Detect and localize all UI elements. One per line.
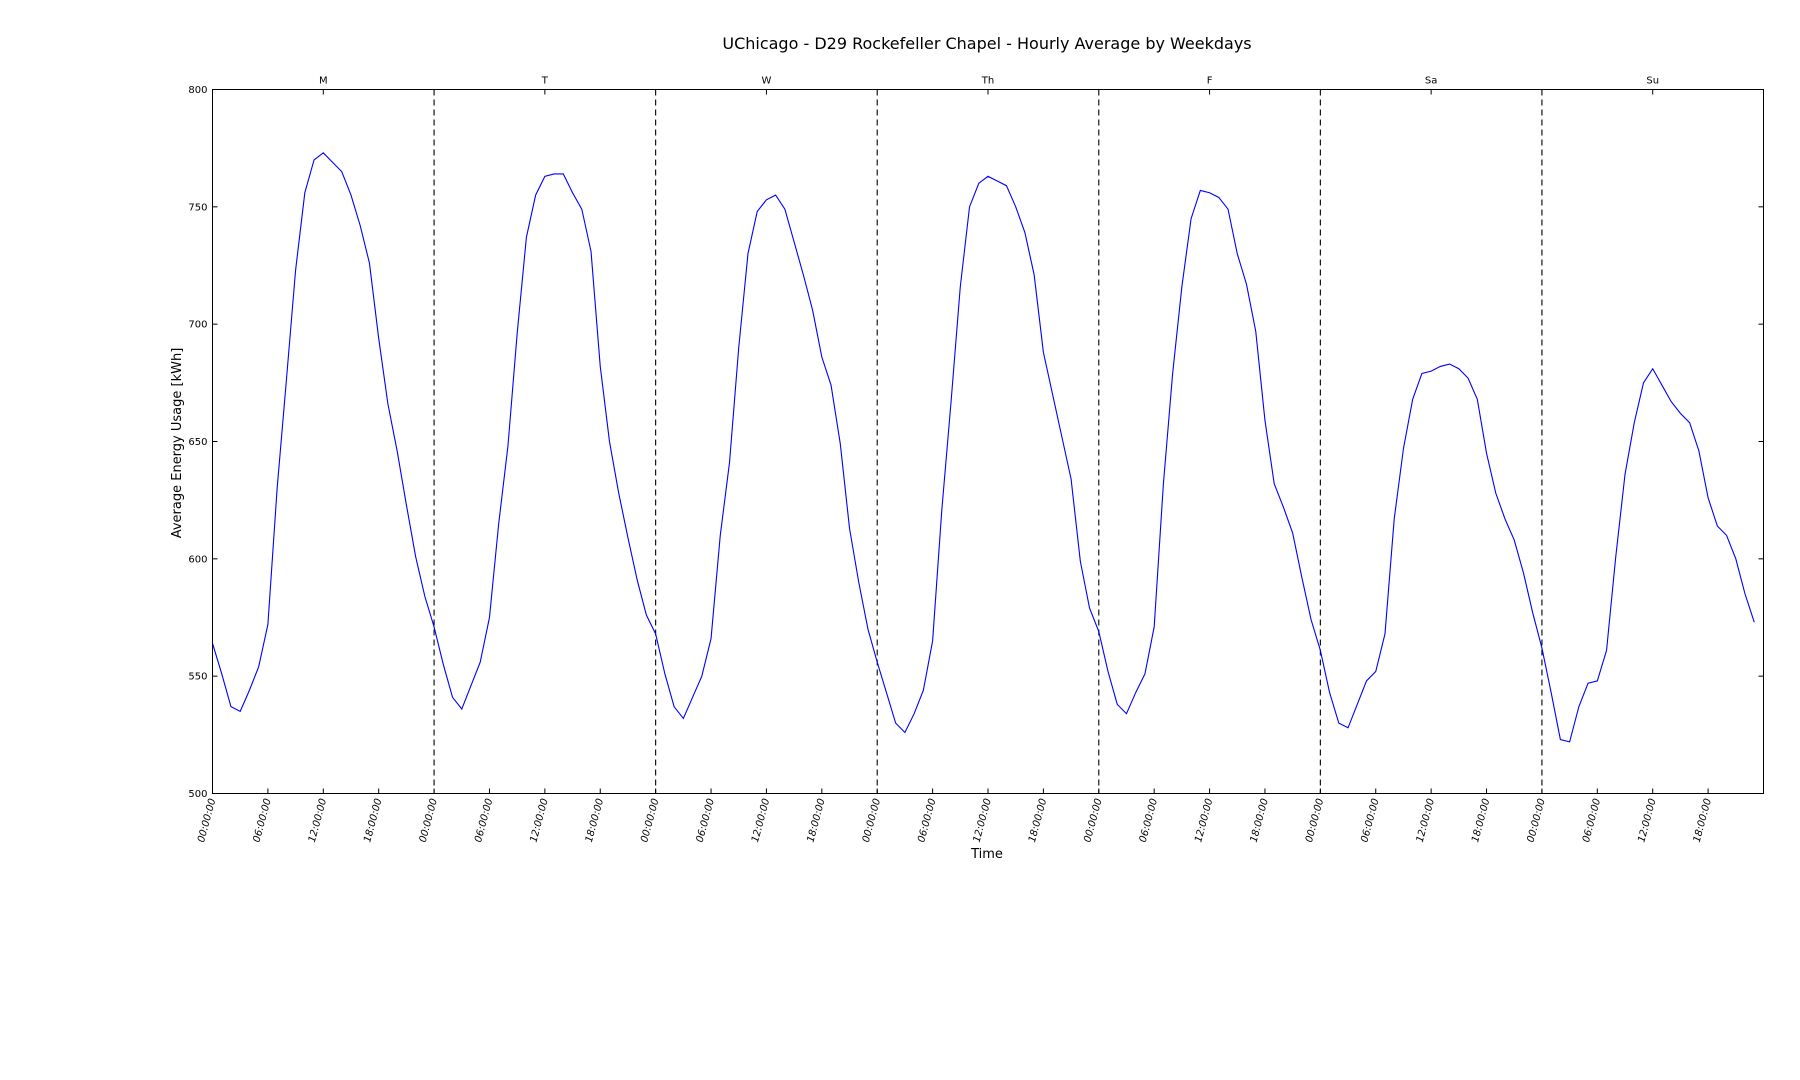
x-tick-label-26: 12:00:00 [1636, 797, 1658, 843]
x-tick-label-24: 00:00:00 [1526, 797, 1548, 843]
x-tick-label-23: 18:00:00 [1470, 797, 1492, 843]
x-tick-label-19: 18:00:00 [1249, 797, 1271, 843]
x-tick-label-11: 18:00:00 [805, 797, 827, 843]
y-tick-label-5: 750 [188, 202, 207, 213]
x-tick-label-5: 06:00:00 [473, 797, 495, 843]
plot-frame [212, 89, 1764, 794]
x-tick-label-2: 12:00:00 [307, 797, 329, 843]
x-tick-label-17: 06:00:00 [1138, 797, 1160, 843]
x-tick-label-21: 06:00:00 [1359, 797, 1381, 843]
x-tick-label-16: 00:00:00 [1082, 797, 1104, 843]
x-tick-label-27: 18:00:00 [1692, 797, 1714, 843]
y-tick-label-6: 800 [188, 85, 207, 96]
y-axis-label: Average Energy Usage [kWh] [170, 348, 185, 539]
day-label-5: Sa [1425, 76, 1437, 87]
day-label-6: Su [1646, 76, 1659, 87]
x-tick-label-12: 00:00:00 [861, 797, 883, 843]
x-tick-label-10: 12:00:00 [750, 797, 772, 843]
day-label-1: T [541, 76, 549, 87]
y-tick-label-2: 600 [188, 554, 207, 565]
x-tick-label-6: 12:00:00 [529, 797, 551, 843]
x-tick-label-8: 00:00:00 [639, 797, 661, 843]
x-axis-label: Time [970, 847, 1003, 862]
energy-usage-line [211, 152, 1755, 743]
plot-area: 500 550 600 650 700 750 800 M T W Th F Sa Su 00:00:00 0… [188, 76, 1764, 844]
x-tick-label-13: 06:00:00 [916, 797, 938, 843]
x-tick-label-25: 06:00:00 [1581, 797, 1603, 843]
x-tick-label-14: 12:00:00 [972, 797, 994, 843]
chart-title: UChicago - D29 Rockefeller Chapel - Hour… [722, 34, 1251, 53]
x-tick-label-3: 18:00:00 [362, 797, 384, 843]
x-tick-label-18: 12:00:00 [1193, 797, 1215, 843]
y-tick-label-1: 550 [188, 672, 207, 683]
y-tick-label-3: 650 [188, 437, 207, 448]
x-tick-label-20: 00:00:00 [1304, 797, 1326, 843]
y-tick-label-0: 500 [188, 789, 207, 800]
y-tick-label-4: 700 [188, 320, 207, 331]
x-tick-label-1: 06:00:00 [252, 797, 274, 843]
day-label-4: F [1207, 76, 1213, 87]
day-label-0: M [319, 76, 328, 87]
day-label-2: W [761, 76, 771, 87]
x-tick-label-4: 00:00:00 [418, 797, 440, 843]
x-tick-label-15: 18:00:00 [1027, 797, 1049, 843]
day-label-3: Th [981, 76, 994, 87]
x-tick-label-9: 06:00:00 [695, 797, 717, 843]
x-tick-label-7: 18:00:00 [584, 797, 606, 843]
x-tick-label-22: 12:00:00 [1415, 797, 1437, 843]
x-tick-label-0: 00:00:00 [196, 797, 218, 843]
